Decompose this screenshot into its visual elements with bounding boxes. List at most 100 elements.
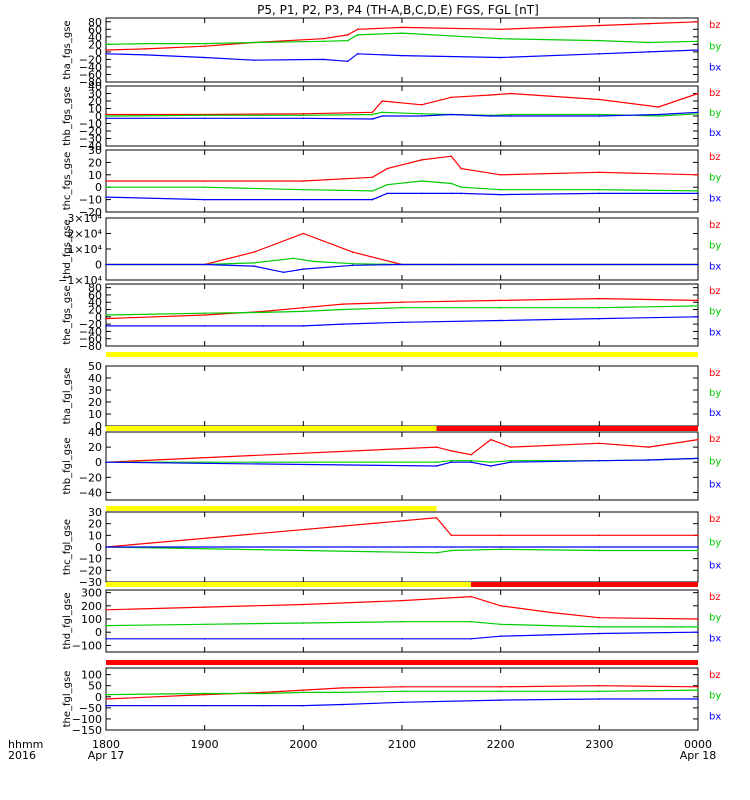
data-point-bx	[697, 49, 699, 51]
x-tick-label: 1900	[191, 738, 219, 751]
data-point-bz	[647, 22, 650, 25]
y-tick-label: 40	[88, 296, 102, 309]
data-point-bx	[302, 198, 305, 201]
data-point-bz	[647, 446, 650, 448]
data-point-bx	[105, 52, 107, 55]
data-point-bx	[105, 638, 107, 640]
data-point-bz	[598, 616, 601, 619]
data-point-by	[499, 306, 502, 309]
data-point-bx	[322, 58, 324, 61]
data-point-bz	[598, 297, 601, 300]
data-point-bx	[203, 704, 206, 707]
y-tick-label: 10	[88, 103, 102, 116]
data-point-by	[105, 624, 107, 627]
data-point-bz	[105, 49, 107, 51]
legend-by: by	[709, 41, 721, 52]
y-tick-label: 2×10⁴	[67, 228, 102, 241]
data-point-bz	[203, 606, 206, 608]
panel-frame	[105, 217, 699, 281]
data-point-bx	[647, 459, 650, 461]
series-bx	[105, 49, 699, 62]
data-point-bx	[598, 192, 601, 195]
data-point-bz	[263, 310, 265, 313]
data-point-by	[401, 306, 403, 309]
series-bx	[106, 111, 699, 120]
data-point-bx	[253, 59, 255, 61]
data-point-by	[697, 112, 699, 115]
y-tick-label: −100	[72, 713, 102, 726]
data-point-bx	[342, 323, 344, 325]
data-point-bz	[697, 92, 699, 95]
data-point-by	[105, 115, 107, 117]
data-point-bx	[509, 461, 512, 464]
legend-by: by	[709, 457, 721, 468]
data-point-bx	[450, 113, 453, 116]
data-point-bx	[401, 321, 403, 324]
data-point-bx	[302, 638, 305, 640]
data-point-bz	[302, 306, 305, 309]
data-point-bz	[105, 698, 107, 700]
data-point-by	[144, 42, 147, 45]
panel-ylabel: the_fgs_gse	[62, 285, 73, 344]
panel-frame	[105, 365, 699, 427]
data-point-bz	[342, 303, 344, 305]
data-point-bx	[435, 465, 438, 467]
y-tick-label: 40	[88, 31, 102, 44]
data-point-bz	[697, 20, 699, 23]
data-point-bz	[657, 106, 660, 108]
data-point-by	[598, 306, 601, 309]
data-point-bx	[598, 52, 601, 55]
y-tick-label: −20	[79, 206, 102, 219]
data-point-bz	[203, 314, 206, 316]
flag-bar-yellow	[106, 352, 698, 357]
y-tick-label: 0	[95, 456, 102, 469]
series-bx	[106, 263, 698, 273]
data-point-bx	[401, 263, 403, 266]
series-by	[106, 180, 699, 192]
y-tick-label: −20	[79, 471, 102, 484]
data-point-by	[356, 34, 359, 36]
data-point-by	[401, 620, 403, 623]
data-point-bz	[598, 684, 601, 687]
data-point-bz	[302, 180, 305, 182]
data-point-by	[598, 188, 601, 191]
series-bz	[106, 92, 699, 116]
data-point-bx	[697, 192, 699, 195]
data-point-by	[450, 459, 453, 462]
data-point-bz	[302, 232, 305, 235]
data-point-by	[697, 305, 699, 307]
data-point-bx	[490, 465, 492, 467]
data-point-by	[499, 548, 502, 551]
legend-bz: bz	[709, 368, 721, 379]
data-point-by	[499, 690, 502, 693]
y-tick-label: −10	[79, 118, 102, 131]
time-axis-label: 2016	[8, 749, 36, 762]
data-point-by	[598, 549, 601, 552]
y-tick-label: −30	[79, 133, 102, 146]
data-point-bz	[253, 251, 255, 253]
data-point-bx	[450, 546, 453, 548]
data-point-bz	[450, 155, 453, 157]
data-point-by	[371, 113, 374, 116]
panel-ylabel: thd_fgs_gse	[62, 219, 73, 278]
data-point-by	[302, 114, 305, 117]
data-point-bz	[263, 691, 265, 694]
data-point-bx	[499, 635, 502, 637]
data-point-by	[253, 41, 255, 44]
legend-by: by	[709, 307, 721, 318]
y-tick-label: 0	[95, 541, 102, 554]
data-point-by	[460, 186, 463, 188]
data-point-bz	[420, 159, 423, 161]
y-tick-label: 10	[88, 169, 102, 182]
legend-bx: bx	[709, 633, 721, 644]
y-tick-label: 80	[88, 16, 102, 29]
data-point-bx	[697, 111, 699, 114]
y-tick-label: 40	[88, 80, 102, 93]
data-point-bx	[420, 192, 423, 195]
data-point-bx	[203, 117, 206, 120]
y-tick-label: 60	[88, 289, 102, 302]
data-point-bx	[346, 60, 349, 63]
data-point-bx	[203, 56, 206, 59]
data-point-bz	[401, 686, 403, 688]
